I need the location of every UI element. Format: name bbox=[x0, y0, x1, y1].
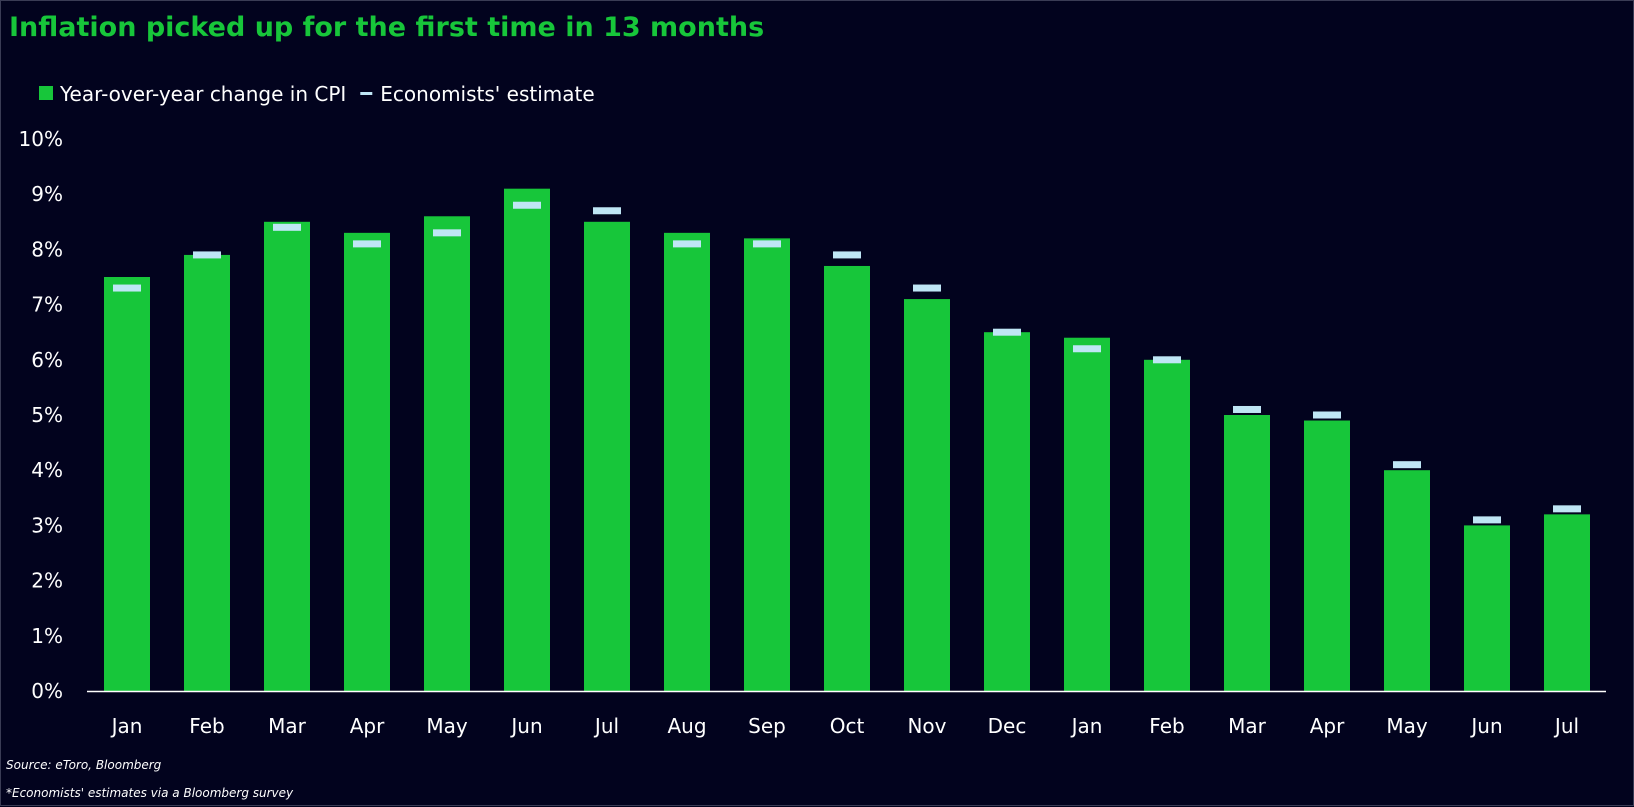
cpi-bar bbox=[1144, 359, 1190, 691]
estimate-marker bbox=[433, 229, 461, 237]
estimate-marker bbox=[1153, 356, 1181, 364]
estimate-marker bbox=[593, 207, 621, 215]
bars bbox=[104, 188, 1590, 692]
estimate-marker bbox=[1073, 345, 1101, 353]
cpi-bar bbox=[1064, 337, 1110, 691]
x-tick-label: Jul bbox=[593, 714, 619, 738]
cpi-bar bbox=[1544, 514, 1590, 691]
x-tick-label: May bbox=[426, 714, 468, 738]
y-tick-label: 7% bbox=[31, 293, 63, 317]
x-tick-label: Jan bbox=[1070, 714, 1103, 738]
y-tick-label: 3% bbox=[31, 513, 63, 537]
x-tick-label: Apr bbox=[1310, 714, 1345, 738]
legend-label-cpi: Year-over-year change in CPI bbox=[59, 82, 346, 106]
x-tick-label: Jul bbox=[1553, 714, 1579, 738]
estimate-markers bbox=[113, 201, 1581, 524]
cpi-bar bbox=[344, 232, 390, 691]
cpi-bar bbox=[104, 277, 150, 691]
x-tick-label: Mar bbox=[1228, 714, 1267, 738]
x-tick-label: Feb bbox=[189, 714, 224, 738]
x-tick-label: Jun bbox=[509, 714, 542, 738]
y-tick-label: 2% bbox=[31, 569, 63, 593]
cpi-bar bbox=[984, 332, 1030, 691]
estimate-marker bbox=[1233, 405, 1261, 413]
x-tick-label: Aug bbox=[667, 714, 706, 738]
cpi-bar bbox=[1464, 525, 1510, 691]
legend: Year-over-year change in CPI Economists'… bbox=[39, 82, 595, 106]
x-tick-label: May bbox=[1386, 714, 1428, 738]
cpi-bar bbox=[584, 221, 630, 692]
y-tick-label: 10% bbox=[19, 127, 63, 151]
estimate-marker bbox=[273, 223, 301, 231]
estimate-marker bbox=[113, 284, 141, 292]
x-tick-label: Oct bbox=[830, 714, 865, 738]
legend-swatch-cpi bbox=[39, 86, 53, 100]
y-tick-label: 9% bbox=[31, 182, 63, 206]
y-tick-label: 1% bbox=[31, 624, 63, 648]
x-tick-label: Feb bbox=[1149, 714, 1184, 738]
estimate-marker bbox=[673, 240, 701, 248]
x-tick-label: Sep bbox=[748, 714, 786, 738]
y-tick-label: 0% bbox=[31, 679, 63, 703]
cpi-bar bbox=[744, 238, 790, 692]
cpi-bar bbox=[504, 188, 550, 691]
x-tick-label: Dec bbox=[988, 714, 1027, 738]
cpi-bar bbox=[1304, 420, 1350, 691]
estimate-marker bbox=[993, 328, 1021, 336]
estimate-marker bbox=[1473, 516, 1501, 524]
y-axis: 0% 1% 2% 3% 4% 5% 6% 7% 8% 9% 10% bbox=[19, 127, 63, 703]
y-tick-label: 6% bbox=[31, 348, 63, 372]
cpi-bar bbox=[824, 265, 870, 691]
estimate-marker bbox=[833, 251, 861, 259]
cpi-bar bbox=[184, 254, 230, 692]
survey-note: *Economists' estimates via a Bloomberg s… bbox=[6, 786, 294, 800]
legend-swatch-estimate bbox=[360, 92, 373, 95]
estimate-marker bbox=[1553, 505, 1581, 513]
y-tick-label: 4% bbox=[31, 458, 63, 482]
estimate-marker bbox=[913, 284, 941, 292]
x-tick-label: Apr bbox=[350, 714, 385, 738]
cpi-bar bbox=[664, 232, 710, 691]
cpi-bar bbox=[904, 299, 950, 691]
source-note: Source: eToro, Bloomberg bbox=[6, 758, 162, 772]
x-tick-label: Mar bbox=[268, 714, 307, 738]
estimate-marker bbox=[353, 240, 381, 248]
x-tick-label: Jun bbox=[1469, 714, 1502, 738]
estimate-marker bbox=[1313, 411, 1341, 419]
x-axis: Jan Feb Mar Apr May Jun Jul Aug Sep Oct Nov Dec Jan F… bbox=[87, 690, 1606, 738]
x-tick-label: Nov bbox=[907, 714, 946, 738]
estimate-marker bbox=[753, 240, 781, 248]
estimate-marker bbox=[1393, 461, 1421, 469]
cpi-bar bbox=[424, 216, 470, 691]
chart-title: Inflation picked up for the first time i… bbox=[9, 12, 764, 43]
cpi-bar bbox=[1224, 415, 1270, 691]
cpi-bar bbox=[264, 221, 310, 692]
estimate-marker bbox=[193, 251, 221, 259]
y-tick-label: 8% bbox=[31, 237, 63, 261]
cpi-bar bbox=[1384, 470, 1430, 691]
x-tick-label: Jan bbox=[110, 714, 143, 738]
y-tick-label: 5% bbox=[31, 403, 63, 427]
estimate-marker bbox=[513, 201, 541, 209]
legend-label-estimate: Economists' estimate bbox=[380, 82, 594, 106]
